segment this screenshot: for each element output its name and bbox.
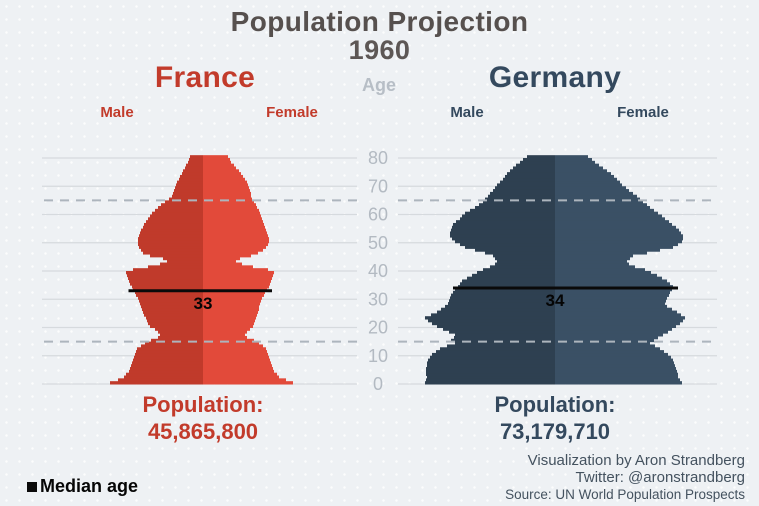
age-tick-label-80: 80	[368, 148, 388, 168]
page-title: Population Projection	[230, 6, 529, 37]
median-age-swatch-icon	[27, 481, 37, 492]
attribution: Visualization by Aron Strandberg Twitter…	[505, 452, 745, 503]
age-tick-label-70: 70	[368, 176, 388, 196]
age-tick-label-40: 40	[368, 261, 388, 281]
attribution-twitter: Twitter: @aronstrandberg	[575, 469, 745, 486]
germany-population-value: 73,179,710	[499, 419, 611, 444]
age-tick-label-50: 50	[368, 233, 388, 253]
country-title-germany: Germany	[488, 61, 622, 94]
median-age-legend-label: Median age	[40, 476, 139, 496]
france-male-bars	[110, 155, 203, 385]
france-female-label: Female	[266, 104, 318, 121]
germany-population-block: Population: 73,179,710	[405, 391, 705, 445]
france-population-block: Population: 45,865,800	[53, 391, 353, 445]
attribution-author: Visualization by Aron Strandberg	[527, 452, 745, 469]
median-age-legend: Median age	[27, 476, 138, 497]
france-median-age-value: 33	[193, 294, 213, 313]
germany-median-age-value: 34	[545, 291, 565, 310]
age-tick-label-60: 60	[368, 205, 388, 225]
germany-female-bars	[555, 155, 685, 385]
page-year: 1960	[348, 35, 411, 65]
attribution-source: Source: UN World Population Prospects	[505, 487, 745, 502]
france-population-value: 45,865,800	[147, 419, 259, 444]
age-axis-label: Age	[361, 75, 396, 95]
germany-male-label: Male	[450, 104, 484, 121]
germany-population-label: Population:	[494, 392, 616, 417]
france-female-bars	[203, 155, 293, 385]
country-title-france: France	[154, 61, 256, 94]
age-tick-label-30: 30	[368, 289, 388, 309]
france-male-label: Male	[100, 104, 134, 121]
germany-male-bars	[425, 155, 555, 385]
france-population-label: Population:	[142, 392, 264, 417]
germany-female-label: Female	[617, 104, 669, 121]
age-tick-label-0: 0	[373, 374, 383, 394]
age-tick-label-10: 10	[368, 346, 388, 366]
age-tick-label-20: 20	[368, 318, 388, 338]
